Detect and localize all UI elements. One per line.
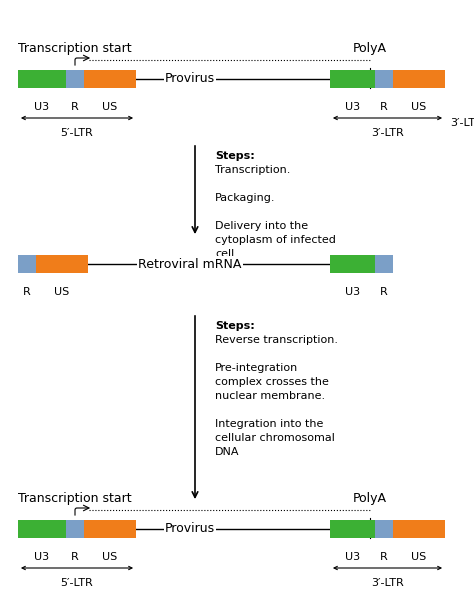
Text: US: US xyxy=(55,287,70,297)
Text: 5′-LTR: 5′-LTR xyxy=(61,128,93,138)
Text: Retroviral mRNA: Retroviral mRNA xyxy=(138,258,242,271)
Text: Delivery into the: Delivery into the xyxy=(215,221,308,231)
Text: Integration into the: Integration into the xyxy=(215,419,323,429)
Text: cytoplasm of infected: cytoplasm of infected xyxy=(215,235,336,245)
Text: Provirus: Provirus xyxy=(165,523,215,536)
Bar xyxy=(66,70,84,88)
Text: cell.: cell. xyxy=(215,249,238,259)
Text: DNA: DNA xyxy=(215,447,239,457)
Bar xyxy=(84,70,136,88)
Text: R: R xyxy=(380,552,388,562)
Bar xyxy=(375,255,393,273)
Text: US: US xyxy=(411,102,427,112)
Text: R: R xyxy=(71,552,79,562)
Bar xyxy=(18,70,66,88)
Bar xyxy=(393,70,445,88)
Text: R: R xyxy=(380,287,388,297)
Text: U3: U3 xyxy=(345,287,360,297)
Text: Transcription start: Transcription start xyxy=(18,492,132,505)
Text: 3′-LTR: 3′-LTR xyxy=(450,118,474,128)
Bar xyxy=(375,520,393,538)
Text: Steps:: Steps: xyxy=(215,321,255,331)
Text: US: US xyxy=(411,552,427,562)
Bar xyxy=(330,520,375,538)
Text: Transcription.: Transcription. xyxy=(215,165,291,175)
Text: PolyA: PolyA xyxy=(353,492,387,505)
Text: U3: U3 xyxy=(345,552,360,562)
Text: U3: U3 xyxy=(345,102,360,112)
Bar xyxy=(18,520,66,538)
Text: Transcription start: Transcription start xyxy=(18,42,132,55)
Text: Steps:: Steps: xyxy=(215,151,255,161)
Text: nuclear membrane.: nuclear membrane. xyxy=(215,391,325,401)
Text: U3: U3 xyxy=(35,552,50,562)
Text: R: R xyxy=(71,102,79,112)
Bar xyxy=(375,70,393,88)
Text: US: US xyxy=(102,102,118,112)
Text: 3′-LTR: 3′-LTR xyxy=(371,128,404,138)
Text: complex crosses the: complex crosses the xyxy=(215,377,329,387)
Bar xyxy=(66,520,84,538)
Text: Reverse transcription.: Reverse transcription. xyxy=(215,335,338,345)
Text: cellular chromosomal: cellular chromosomal xyxy=(215,433,335,443)
Text: U3: U3 xyxy=(35,102,50,112)
Text: PolyA: PolyA xyxy=(353,42,387,55)
Bar xyxy=(330,70,375,88)
Text: 3′-LTR: 3′-LTR xyxy=(371,578,404,588)
Text: R: R xyxy=(23,287,31,297)
Bar xyxy=(393,520,445,538)
Text: R: R xyxy=(380,102,388,112)
Bar xyxy=(18,255,36,273)
Text: US: US xyxy=(102,552,118,562)
Text: 5′-LTR: 5′-LTR xyxy=(61,578,93,588)
Text: Packaging.: Packaging. xyxy=(215,193,275,203)
Text: Provirus: Provirus xyxy=(165,72,215,86)
Text: Pre-integration: Pre-integration xyxy=(215,363,298,373)
Bar xyxy=(36,255,88,273)
Bar xyxy=(84,520,136,538)
Bar xyxy=(330,255,375,273)
